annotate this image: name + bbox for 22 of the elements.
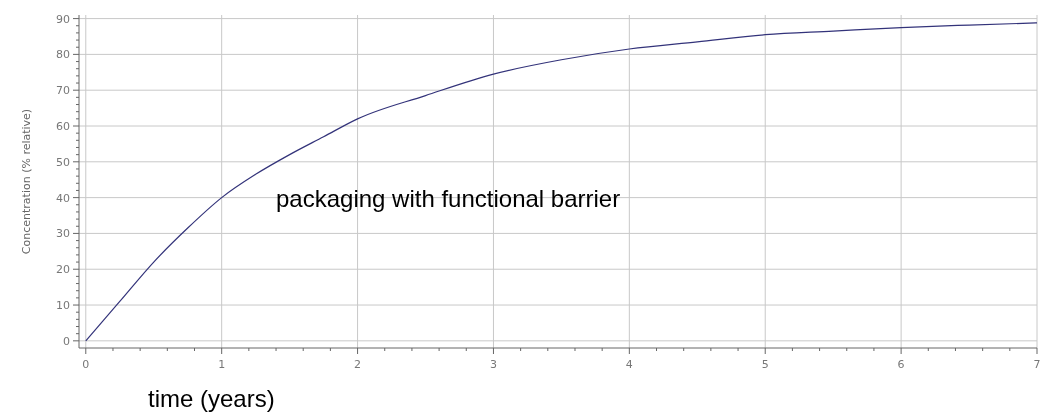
x-tick-label: 4 [625,358,633,371]
y-tick-label: 70 [56,84,70,98]
y-tick-label: 0 [63,334,70,348]
y-tick-label: 90 [56,12,70,26]
y-tick-label: 60 [56,120,70,133]
x-tick-label: 2 [354,358,362,371]
y-axis-title: Concentration (% relative) [20,108,33,255]
x-axis-title: time (years) [148,385,275,412]
x-tick-label: 7 [1033,358,1041,371]
x-tick-label: 3 [489,358,497,371]
annotation: packaging with functional barrier [276,185,621,212]
x-tick-label: 0 [82,358,90,371]
y-tick-label: 30 [56,227,70,241]
line-series [85,22,1038,342]
y-tick-label: 40 [56,191,70,205]
y-tick-label: 10 [56,299,70,313]
y-tick-label: 50 [56,155,70,169]
x-tick-label: 6 [897,358,905,371]
y-tick-label: 80 [56,48,70,62]
y-tick-label: 20 [56,263,70,277]
x-tick-label: 5 [761,358,769,371]
x-tick-label: 1 [218,358,226,371]
